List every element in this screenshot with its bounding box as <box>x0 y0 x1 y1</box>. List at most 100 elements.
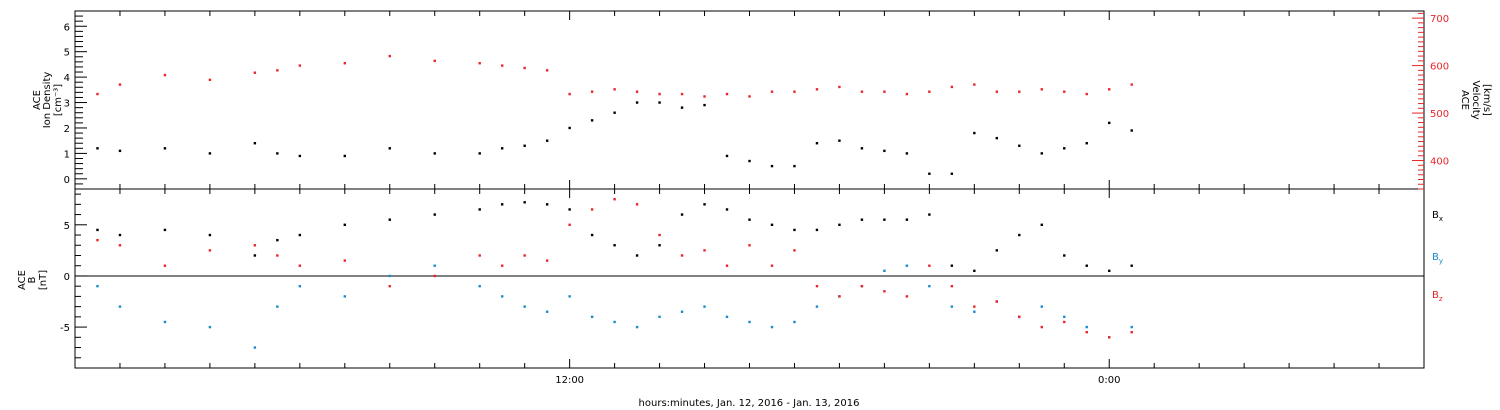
data-point <box>1130 325 1133 329</box>
data-point <box>613 111 616 114</box>
data-point <box>343 259 346 262</box>
data-point <box>883 149 886 153</box>
data-point <box>1108 121 1111 125</box>
data-point <box>568 126 571 130</box>
data-point <box>1085 325 1088 329</box>
data-point <box>96 284 99 288</box>
data-point <box>96 92 99 96</box>
data-point <box>793 90 796 93</box>
data-point <box>276 238 279 242</box>
data-point <box>1085 331 1088 334</box>
data-point <box>905 295 909 298</box>
data-point <box>1130 264 1133 267</box>
data-point <box>118 83 122 86</box>
data-point <box>590 90 594 93</box>
top-right-ylabel-line3: [km/s] <box>1481 84 1492 116</box>
top-left-y-tick-label: 6 <box>64 22 70 33</box>
data-point <box>545 139 549 142</box>
data-point <box>208 249 212 252</box>
data-point <box>658 101 661 104</box>
data-point <box>658 92 661 96</box>
chart-marks: 12:00 0:00 0 1 2 3 4 5 6 400 500 600 700 -5 0 5 Bx By Bz <box>60 10 1449 386</box>
data-point <box>1018 90 1021 93</box>
data-point <box>658 315 661 319</box>
data-point <box>748 159 751 163</box>
data-point <box>388 54 391 58</box>
data-point <box>860 90 864 93</box>
data-point <box>1085 142 1088 145</box>
top-ylabel-line2: Ion Density <box>42 72 53 129</box>
data-point <box>545 259 549 262</box>
data-point <box>590 208 594 211</box>
data-point <box>1130 83 1133 86</box>
data-point <box>568 223 571 226</box>
data-point <box>838 139 841 142</box>
data-point <box>883 218 886 221</box>
data-point <box>748 95 751 98</box>
data-point <box>1085 92 1088 96</box>
legend-entry: Bx <box>1432 210 1443 223</box>
data-point <box>905 92 909 96</box>
data-point <box>973 310 976 313</box>
data-point <box>748 320 751 324</box>
data-point <box>1040 88 1043 91</box>
data-point <box>1040 325 1043 329</box>
data-point <box>1063 147 1066 150</box>
top-right-y-tick-label: 500 <box>1430 109 1449 120</box>
data-point <box>928 172 931 175</box>
data-point <box>1063 315 1066 319</box>
data-point <box>590 119 594 122</box>
legend-entry: By <box>1432 252 1443 265</box>
data-point <box>635 325 639 329</box>
data-point <box>613 88 616 91</box>
data-point <box>703 249 706 252</box>
data-point <box>298 154 302 158</box>
data-point <box>725 264 729 267</box>
data-point <box>725 208 729 211</box>
data-point <box>343 154 346 158</box>
data-point <box>163 320 167 324</box>
data-point <box>770 90 774 93</box>
data-point <box>545 203 549 206</box>
data-point <box>793 320 796 324</box>
data-point <box>478 62 481 65</box>
data-point <box>163 147 167 150</box>
data-point <box>388 218 391 221</box>
data-point <box>928 90 931 93</box>
data-point <box>905 152 909 155</box>
data-point <box>905 218 909 221</box>
data-point <box>478 208 481 211</box>
data-point <box>253 71 257 74</box>
data-point <box>253 346 257 349</box>
data-point <box>748 244 751 247</box>
data-point <box>500 147 504 150</box>
x-tick-label: 0:00 <box>1098 375 1120 386</box>
data-point <box>343 62 346 65</box>
data-point <box>1108 88 1111 91</box>
top-left-y-tick-label: 4 <box>64 73 70 84</box>
data-point <box>860 284 864 288</box>
data-point <box>298 233 302 237</box>
data-point <box>905 264 909 267</box>
data-point <box>1085 264 1088 267</box>
top-ylabel-line3: [cm⁻³] <box>53 84 64 116</box>
data-point <box>523 66 526 70</box>
data-point <box>208 325 212 329</box>
data-point <box>815 284 819 288</box>
data-point <box>680 254 684 257</box>
data-point <box>433 59 436 63</box>
data-point <box>545 310 549 313</box>
data-point <box>433 152 436 155</box>
data-point <box>253 254 257 257</box>
data-point <box>838 295 841 298</box>
data-point <box>118 244 122 247</box>
data-point <box>613 198 616 201</box>
data-point <box>950 264 954 267</box>
data-point <box>500 295 504 298</box>
data-point <box>995 249 999 252</box>
data-point <box>703 95 706 98</box>
top-right-y-tick-label: 600 <box>1430 62 1449 73</box>
data-point <box>1063 254 1066 257</box>
data-point <box>950 85 954 89</box>
